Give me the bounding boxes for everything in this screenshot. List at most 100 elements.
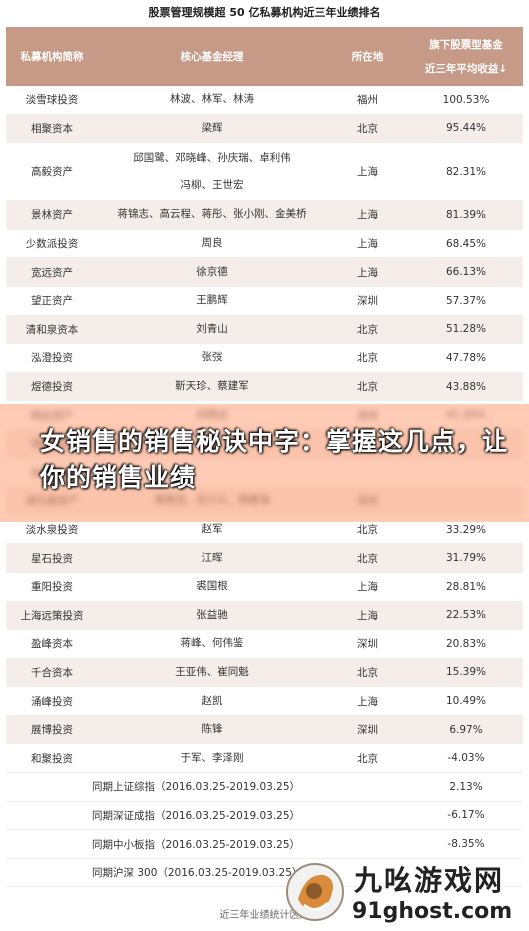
cell-firm: 高毅资产 bbox=[31, 166, 73, 179]
cell-firm: 景林资产 bbox=[31, 209, 73, 222]
benchmark-name: 同期深证成指（2016.03.25-2019.03.25） bbox=[92, 809, 301, 822]
cell-location: 上海 bbox=[357, 209, 378, 222]
benchmark-row: 同期沪深 300（2016.03.25-2019.03.25） bbox=[6, 859, 523, 888]
cell-firm: 展博投资 bbox=[31, 724, 73, 737]
footnote: 近三年业绩统计区间 bbox=[219, 910, 310, 921]
table-row: 千合资本 王亚伟、崔同魁 北京 15.39% bbox=[6, 658, 523, 688]
cell-manager: 蒋锦志、高云程、蒋彤、张小刚、金美桥 bbox=[98, 201, 326, 229]
benchmark-spacer bbox=[326, 802, 409, 830]
cell-location: 上海 bbox=[357, 266, 378, 279]
cell-firm: 淡水泉投资 bbox=[25, 524, 79, 537]
cell-manager: 江晖 bbox=[98, 544, 326, 572]
cell-location: 北京 bbox=[357, 122, 378, 135]
table-row: 少数派投资 周良 上海 68.45% bbox=[6, 230, 523, 259]
cell-return: 95.44% bbox=[445, 122, 487, 135]
cell-location: 上海 bbox=[357, 581, 378, 594]
cell-return: 6.97% bbox=[449, 723, 483, 736]
cell-firm: 清和泉资本 bbox=[25, 323, 79, 336]
benchmark-name: 同期沪深 300（2016.03.25-2019.03.25） bbox=[92, 867, 303, 880]
table-row: 星石投资 江晖 北京 31.79% bbox=[6, 544, 523, 573]
table-row: 高毅资产 邱国鹭、邓晓峰、孙庆瑞、卓利伟 冯柳、王世宏 上海 82.31% bbox=[6, 143, 523, 202]
cell-location: 上海 bbox=[357, 609, 378, 622]
table-row: 重阳投资 裘国根 上海 28.81% bbox=[6, 573, 523, 602]
site-logo[interactable]: 九吆游戏网 91ghost.com bbox=[278, 855, 526, 929]
manager-line: 王鹏辉 bbox=[196, 294, 228, 307]
table-row: 涌峰投资 赵凯 上海 10.49% bbox=[6, 687, 523, 716]
cell-return: 28.81% bbox=[445, 580, 487, 593]
cell-location: 北京 bbox=[357, 352, 378, 365]
manager-line: 赵军 bbox=[201, 523, 223, 536]
cell-location: 深圳 bbox=[357, 638, 378, 651]
cell-location: 福州 bbox=[357, 94, 378, 107]
header-return[interactable]: 旗下股票型基金 近三年平均收益↓ bbox=[409, 27, 523, 86]
header-return-line1: 旗下股票型基金 bbox=[429, 39, 503, 52]
cell-manager: 张弢 bbox=[98, 344, 326, 372]
header-return-line2: 近三年平均收益↓ bbox=[424, 62, 508, 75]
cell-location: 深圳 bbox=[357, 724, 378, 737]
table-header: 私募机构简称 核心基金经理 所在地 旗下股票型基金 近三年平均收益↓ bbox=[6, 27, 523, 86]
cell-return: 66.13% bbox=[445, 266, 487, 279]
manager-line: 张弢 bbox=[201, 351, 223, 364]
cell-location: 上海 bbox=[357, 695, 378, 708]
manager-line: 赵凯 bbox=[201, 694, 223, 707]
cell-return: 81.39% bbox=[445, 208, 487, 221]
cell-manager: 靳天珍、蔡建军 bbox=[98, 373, 326, 401]
cell-location: 北京 bbox=[357, 552, 378, 565]
table-row: 煜德投资 靳天珍、蔡建军 北京 43.88% bbox=[6, 372, 523, 402]
cell-manager: 刘青山 bbox=[98, 316, 326, 344]
cell-location: 上海 bbox=[357, 238, 378, 251]
cell-manager: 张益驰 bbox=[98, 602, 326, 630]
cell-location: 北京 bbox=[357, 323, 378, 336]
benchmark-row: 同期中小板指（2016.03.25-2019.03.25） -8.35% bbox=[6, 830, 523, 859]
manager-line: 于军、李泽刚 bbox=[180, 751, 244, 764]
cell-manager: 周良 bbox=[98, 230, 326, 258]
benchmark-rows: 同期上证综指（2016.03.25-2019.03.25） 2.13% 同期深证成指… bbox=[6, 773, 523, 888]
cell-manager: 赵凯 bbox=[98, 687, 326, 715]
benchmark-row: 同期深证成指（2016.03.25-2019.03.25） -6.17% bbox=[6, 802, 523, 831]
cell-return: -4.03% bbox=[447, 752, 485, 765]
manager-line: 冯柳、王世宏 bbox=[180, 178, 244, 191]
manager-line: 王亚伟、崔同魁 bbox=[175, 665, 249, 678]
table-row: 盈峰资本 蒋峰、何伟鉴 深圳 20.83% bbox=[6, 630, 523, 659]
table-row: 望正资产 王鹏辉 深圳 57.37% bbox=[6, 287, 523, 316]
cell-return: 33.29% bbox=[445, 523, 487, 536]
cell-firm: 重阳投资 bbox=[31, 581, 73, 594]
cell-firm: 少数派投资 bbox=[25, 238, 79, 251]
cell-manager: 于军、李泽刚 bbox=[98, 744, 326, 772]
manager-line: 张益驰 bbox=[196, 608, 228, 621]
cell-return: 51.28% bbox=[445, 323, 487, 336]
cell-return: 82.31% bbox=[445, 165, 487, 178]
cell-firm: 千合资本 bbox=[31, 666, 73, 679]
cell-manager: 梁辉 bbox=[98, 115, 326, 143]
headline-text[interactable]: 女销售的销售秘诀中字：掌握这几点，让你的销售业绩 bbox=[40, 427, 509, 492]
cell-return: 10.49% bbox=[445, 695, 487, 708]
benchmark-return: 2.13% bbox=[449, 780, 483, 793]
cell-manager: 邱国鹭、邓晓峰、孙庆瑞、卓利伟 冯柳、王世宏 bbox=[98, 143, 326, 200]
cell-return: 57.37% bbox=[445, 294, 487, 307]
header-location: 所在地 bbox=[351, 51, 384, 63]
cell-firm: 淡雪球投资 bbox=[25, 94, 79, 107]
manager-line: 江晖 bbox=[201, 551, 223, 564]
table-row: 淡雪球投资 林波、林军、林涛 福州 100.53% bbox=[6, 86, 523, 115]
table-row: 展博投资 陈锋 深圳 6.97% bbox=[6, 715, 523, 745]
headline-banner bbox=[0, 404, 529, 522]
logo-mark-icon bbox=[286, 863, 344, 921]
cell-location: 北京 bbox=[357, 666, 378, 679]
manager-line: 蒋峰、何伟鉴 bbox=[180, 637, 244, 650]
manager-line: 裘国根 bbox=[196, 580, 228, 593]
cell-return: 47.78% bbox=[445, 351, 487, 364]
table-row: 清和泉资本 刘青山 北京 51.28% bbox=[6, 315, 523, 345]
benchmark-return: -8.35% bbox=[447, 838, 485, 851]
cell-return: 22.53% bbox=[445, 609, 487, 622]
cell-return: 68.45% bbox=[445, 237, 487, 250]
manager-line: 周良 bbox=[201, 237, 223, 250]
cell-firm: 望正资产 bbox=[31, 295, 73, 308]
cell-firm: 泓澄投资 bbox=[31, 352, 73, 365]
manager-line: 靳天珍、蔡建军 bbox=[175, 380, 249, 393]
manager-line: 蒋锦志、高云程、蒋彤、张小刚、金美桥 bbox=[117, 208, 307, 221]
cell-location: 北京 bbox=[357, 752, 378, 765]
benchmark-return: -6.17% bbox=[447, 809, 485, 822]
benchmark-spacer bbox=[326, 830, 409, 858]
manager-line: 林波、林军、林涛 bbox=[170, 93, 254, 106]
cell-return: 100.53% bbox=[442, 93, 490, 106]
